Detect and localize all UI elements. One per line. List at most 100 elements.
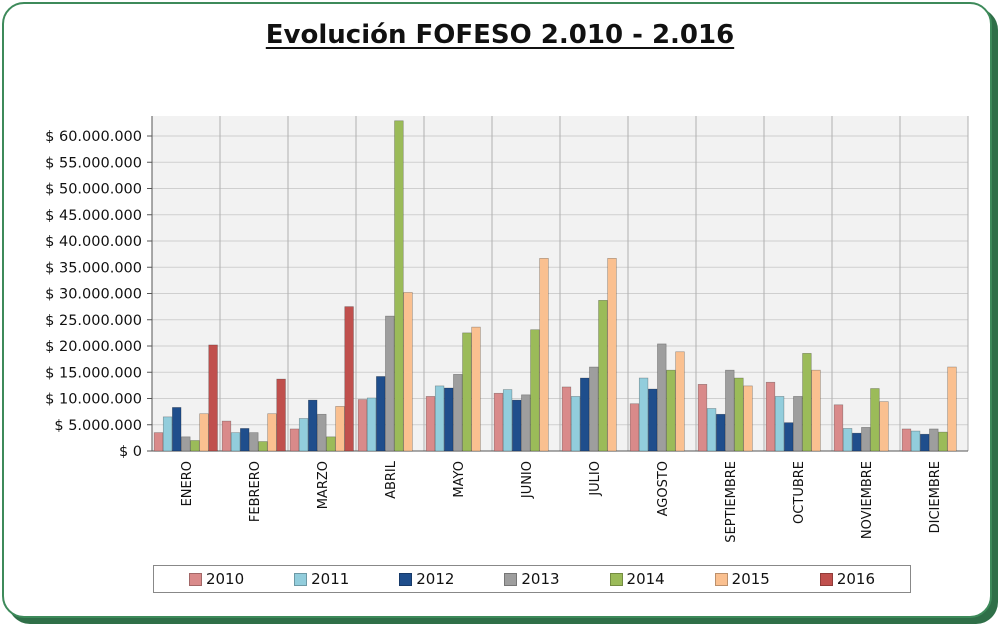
legend: 2010 2011 2012 2013 2014 2015 2016 (153, 565, 911, 593)
y-tick-label: $ 5.000.000 (54, 418, 142, 434)
bar-2013-diciembre (929, 428, 939, 452)
bar-2015-octubre (811, 369, 821, 452)
bar-2011-noviembre (842, 428, 853, 452)
x-tick-label: DICIEMBRE (928, 461, 943, 533)
bar-2015-abril (403, 292, 413, 452)
bar-2016-febrero (276, 378, 286, 452)
bar-2010-febrero (221, 420, 232, 452)
bar-2011-junio (502, 389, 513, 452)
y-tick-label: $ 40.000.000 (45, 234, 142, 250)
bar-2012-octubre (784, 422, 794, 452)
bar-2013-enero (181, 436, 191, 452)
x-tick-label: MAYO (452, 461, 467, 498)
bar-2010-mayo (425, 396, 436, 452)
bar-2012-diciembre (920, 433, 930, 452)
y-tick-label: $ 35.000.000 (45, 260, 142, 276)
bar-2010-abril (357, 399, 368, 452)
bar-2016-enero (208, 344, 218, 452)
bar-2014-julio (598, 300, 608, 452)
bar-2012-julio (580, 377, 590, 452)
bar-2010-junio (493, 392, 504, 452)
bar-2011-abril (366, 397, 377, 452)
bar-2014-febrero (258, 441, 268, 452)
bar-2012-agosto (648, 388, 658, 452)
bar-2014-marzo (326, 436, 336, 452)
y-tick-label: $ 55.000.000 (45, 155, 142, 171)
x-tick-label: FEBRERO (248, 461, 263, 522)
x-tick-label: AGOSTO (656, 461, 671, 516)
bar-2011-agosto (638, 377, 649, 452)
x-tick-label: JULIO (588, 461, 603, 497)
bar-2014-noviembre (870, 388, 880, 452)
legend-label: 2011 (311, 570, 350, 588)
bar-2015-enero (199, 413, 209, 452)
y-tick-label: $ 0 (119, 444, 142, 460)
bar-2013-marzo (317, 413, 327, 452)
bar-2010-octubre (765, 381, 776, 452)
bar-2013-octubre (793, 396, 803, 452)
legend-label: 2013 (521, 570, 560, 588)
y-tick-label: $ 15.000.000 (45, 365, 142, 381)
bar-2012-febrero (240, 428, 250, 452)
bar-2010-noviembre (833, 404, 844, 452)
x-tick-label: OCTUBRE (792, 461, 807, 524)
legend-swatch (294, 572, 308, 586)
legend-swatch (399, 572, 413, 586)
bar-2012-mayo (444, 387, 454, 452)
bar-2013-junio (521, 394, 531, 452)
legend-label: 2015 (731, 570, 770, 588)
bar-2013-noviembre (861, 427, 871, 452)
y-tick-label: $ 60.000.000 (45, 129, 142, 145)
bar-2010-marzo (289, 428, 300, 452)
bar-2015-noviembre (879, 401, 889, 452)
y-tick-label: $ 30.000.000 (45, 287, 142, 303)
legend-item-2010: 2010 (188, 570, 245, 588)
bar-2013-julio (589, 366, 599, 452)
legend-item-2013: 2013 (504, 570, 560, 588)
x-tick-label: JUNIO (520, 461, 535, 499)
legend-item-2014: 2014 (609, 570, 665, 588)
bar-2014-agosto (666, 369, 676, 452)
y-tick-label: $ 45.000.000 (45, 208, 142, 224)
bar-2014-octubre (802, 353, 812, 452)
legend-label: 2010 (205, 570, 245, 588)
bar-2010-diciembre (901, 428, 912, 452)
chart-title: Evolución FOFESO 2.010 - 2.016 (265, 20, 735, 50)
bar-2015-julio (607, 258, 617, 452)
bar-2012-noviembre (852, 432, 862, 452)
bar-2011-octubre (774, 396, 785, 452)
legend-swatch (609, 572, 623, 586)
legend-swatch (714, 572, 728, 586)
x-tick-label: MARZO (316, 461, 331, 509)
bar-2011-diciembre (910, 430, 921, 452)
bar-2015-diciembre (947, 366, 957, 452)
legend-label: 2014 (626, 570, 665, 588)
bar-2011-enero (162, 416, 173, 452)
bar-2015-febrero (267, 413, 277, 452)
bar-2015-marzo (335, 406, 345, 452)
bar-2014-junio (530, 329, 540, 452)
bar-2010-septiembre (697, 384, 708, 452)
bar-2014-diciembre (938, 431, 948, 452)
bar-2013-mayo (453, 374, 463, 452)
bar-2013-febrero (249, 432, 259, 452)
bar-2015-septiembre (743, 385, 753, 452)
x-tick-label: ABRIL (384, 460, 399, 499)
y-tick-label: $ 20.000.000 (45, 339, 142, 355)
bar-2012-marzo (308, 399, 318, 452)
bar-2012-septiembre (716, 413, 726, 452)
legend-label: 2012 (416, 570, 455, 588)
bar-2015-junio (539, 258, 549, 452)
bar-2013-septiembre (725, 369, 735, 452)
bar-2011-septiembre (706, 408, 717, 452)
x-tick-label: ENERO (180, 461, 195, 506)
legend-item-2012: 2012 (399, 570, 454, 588)
bar-2014-enero (190, 440, 200, 452)
bar-2012-abril (376, 376, 386, 452)
bar-2011-julio (570, 396, 581, 452)
legend-swatch (188, 572, 202, 586)
bar-2010-agosto (629, 403, 640, 452)
bar-2012-junio (512, 399, 522, 452)
x-tick-label: SEPTIEMBRE (724, 461, 739, 543)
